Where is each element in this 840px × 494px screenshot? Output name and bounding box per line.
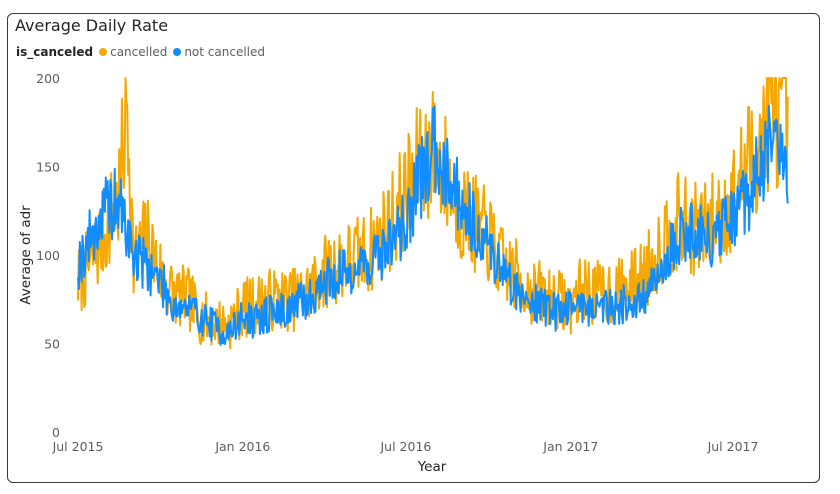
y-tick-label: 150 bbox=[36, 160, 60, 175]
y-tick-label: 200 bbox=[36, 71, 60, 86]
x-tick-label: Jul 2015 bbox=[52, 439, 104, 454]
y-axis-title: Average of adr bbox=[18, 205, 34, 305]
y-tick-label: 100 bbox=[36, 248, 60, 263]
x-tick-label: Jan 2017 bbox=[542, 439, 598, 454]
legend-marker-not-cancelled bbox=[173, 48, 182, 56]
x-tick-label: Jul 2017 bbox=[707, 439, 759, 454]
y-tick-label: 0 bbox=[52, 425, 60, 440]
y-tick-label: 50 bbox=[44, 337, 60, 352]
series-line-not-cancelled bbox=[77, 104, 789, 346]
legend-label-not-cancelled: not cancelled bbox=[184, 45, 265, 59]
legend: is_canceled cancelled not cancelled bbox=[16, 45, 271, 59]
x-tick-label: Jan 2016 bbox=[214, 439, 270, 454]
legend-title: is_canceled bbox=[16, 45, 94, 59]
chart-title: Average Daily Rate bbox=[15, 16, 169, 35]
legend-marker-cancelled bbox=[99, 48, 108, 56]
x-axis-title: Year bbox=[417, 459, 447, 475]
legend-item-not-cancelled[interactable]: not cancelled bbox=[173, 45, 265, 59]
legend-item-cancelled[interactable]: cancelled bbox=[99, 45, 167, 59]
x-tick-label: Jul 2016 bbox=[380, 439, 432, 454]
legend-label-cancelled: cancelled bbox=[110, 45, 168, 59]
